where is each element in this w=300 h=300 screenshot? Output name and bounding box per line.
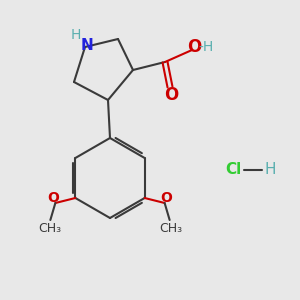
Text: O: O bbox=[164, 86, 178, 104]
Text: H: H bbox=[265, 163, 277, 178]
Text: Cl: Cl bbox=[225, 163, 241, 178]
Text: O: O bbox=[47, 191, 59, 205]
Text: O: O bbox=[187, 38, 201, 56]
Text: CH₃: CH₃ bbox=[159, 221, 182, 235]
Text: N: N bbox=[81, 38, 93, 52]
Text: -H: -H bbox=[198, 40, 214, 54]
Text: H: H bbox=[71, 28, 81, 42]
Text: O: O bbox=[161, 191, 172, 205]
Text: CH₃: CH₃ bbox=[38, 221, 61, 235]
